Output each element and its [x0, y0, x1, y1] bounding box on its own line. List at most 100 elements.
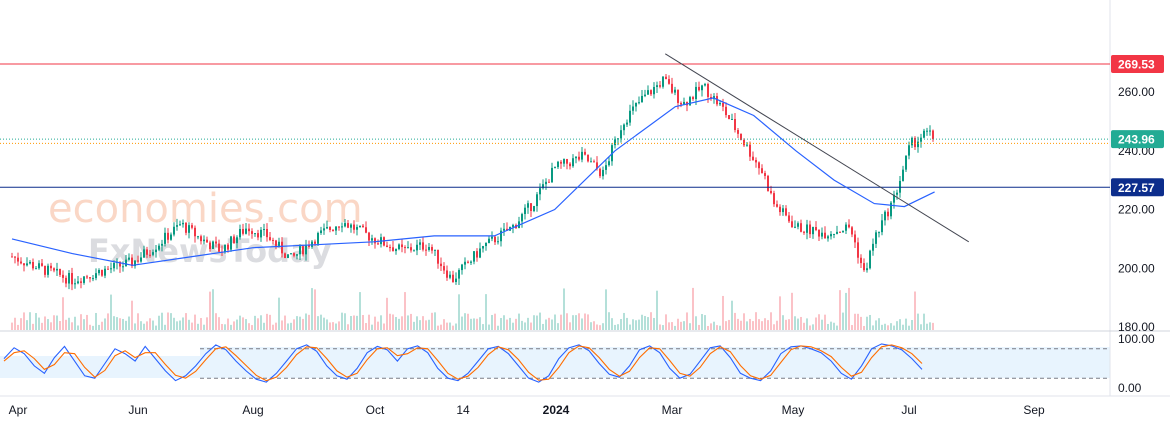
candle-body	[470, 261, 472, 263]
time-tick-label: 2024	[543, 403, 570, 417]
candle-body	[293, 253, 295, 256]
volume-bar	[503, 315, 505, 330]
candle-body	[191, 225, 193, 228]
volume-bar	[629, 324, 631, 330]
volume-bar	[74, 316, 76, 330]
volume-bar	[107, 313, 109, 330]
volume-bar	[56, 315, 58, 330]
volume-bar	[878, 318, 880, 330]
candle-body	[608, 161, 610, 166]
volume-bar	[584, 313, 586, 330]
moving-average	[11, 97, 935, 266]
candle-body	[440, 263, 442, 267]
candle-body	[896, 192, 898, 195]
volume-bar	[248, 323, 250, 330]
volume-bar	[698, 324, 700, 330]
volume-bar	[857, 313, 859, 330]
volume-bar	[200, 318, 202, 330]
volume-bar	[701, 314, 703, 330]
volume-bar	[407, 315, 409, 330]
volume-bar	[839, 290, 841, 330]
volume-bar	[242, 317, 244, 330]
volume-bar	[692, 287, 694, 330]
volume-bar	[572, 315, 574, 330]
candle-body	[53, 268, 55, 271]
volume-bar	[263, 322, 265, 330]
price-tick-label: 200.00	[1118, 261, 1155, 275]
volume-bar	[830, 321, 832, 330]
candle-body	[332, 229, 334, 231]
candle-body	[887, 211, 889, 217]
candle-body	[368, 232, 370, 241]
volume-bar	[677, 318, 679, 330]
candle-body	[59, 268, 61, 275]
volume-bar	[266, 313, 268, 330]
candle-body	[239, 228, 241, 238]
volume-bar	[284, 315, 286, 330]
volume-bar	[593, 321, 595, 330]
volume-bar	[713, 321, 715, 330]
volume-bar	[776, 320, 778, 330]
candle-body	[866, 268, 868, 271]
volume-bar	[425, 320, 427, 330]
candle-body	[422, 242, 424, 250]
candle-body	[851, 227, 853, 235]
candle-body	[14, 256, 16, 258]
volume-bar	[923, 313, 925, 330]
candle-body	[140, 257, 142, 262]
volume-bar	[608, 312, 610, 330]
volume-bar	[887, 325, 889, 330]
candle-body	[599, 168, 601, 177]
candle-body	[557, 161, 559, 168]
candle-body	[305, 244, 307, 255]
volume-bar	[131, 300, 133, 330]
volume-bar	[110, 294, 112, 330]
volume-bar	[41, 322, 43, 330]
candle-body	[167, 232, 169, 240]
volume-bar	[512, 322, 514, 330]
volume-bar	[428, 319, 430, 330]
volume-bar	[476, 318, 478, 330]
price-tick-label: 180.00	[1118, 320, 1155, 334]
candle-body	[872, 243, 874, 251]
watermark-brand: economies.com	[48, 186, 363, 232]
horizontal-lines	[0, 63, 1110, 188]
candle-body	[101, 270, 103, 276]
candle-body	[902, 169, 904, 181]
stochastic-oscillator	[3, 343, 1110, 383]
candle-body	[587, 154, 589, 162]
candle-body	[68, 273, 70, 284]
volume-bar	[929, 322, 931, 330]
candle-body	[698, 86, 700, 91]
candle-body	[737, 130, 739, 134]
candle-body	[689, 97, 691, 106]
volume-bar	[638, 319, 640, 330]
volume-bar	[404, 292, 406, 330]
volume-bar	[863, 325, 865, 330]
volume-bar	[398, 318, 400, 330]
volume-bar	[848, 287, 850, 330]
volume-bar	[11, 322, 13, 330]
volume-bar	[704, 315, 706, 330]
candle-body	[632, 106, 634, 111]
candle-body	[830, 234, 832, 237]
volume-bar	[911, 320, 913, 330]
volume-bar	[515, 318, 517, 330]
candle-body	[29, 261, 31, 264]
volume-bar	[362, 314, 364, 330]
candle-body	[35, 268, 37, 270]
candle-body	[338, 226, 340, 228]
volume-bar	[770, 312, 772, 330]
volume-bar	[821, 319, 823, 330]
candle-body	[119, 261, 121, 267]
candle-body	[134, 260, 136, 267]
candle-body	[443, 266, 445, 271]
volume-bar	[314, 289, 316, 330]
volume-bar	[260, 315, 262, 330]
volume-bar	[185, 313, 187, 330]
volume-bar	[596, 324, 598, 330]
candle-body	[845, 224, 847, 231]
volume-bar	[674, 325, 676, 330]
candle-body	[824, 232, 826, 239]
volume-bar	[431, 312, 433, 330]
